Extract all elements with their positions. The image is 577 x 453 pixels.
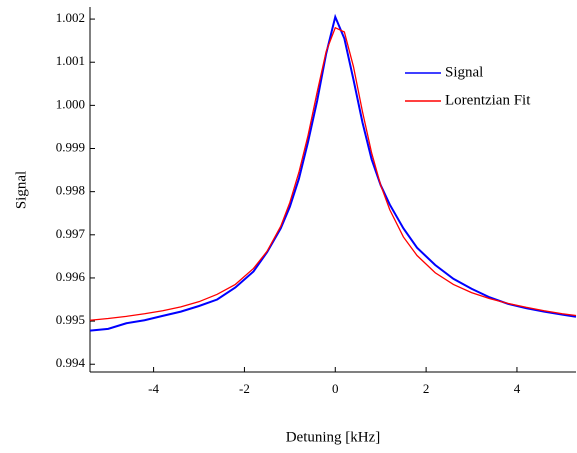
series-line <box>89 26 577 321</box>
x-tick-label: 4 <box>514 381 521 396</box>
y-tick-label: 0.996 <box>56 269 86 284</box>
y-tick-label: 1.000 <box>56 96 85 111</box>
y-tick-label: 0.999 <box>56 139 85 154</box>
legend-label: Signal <box>445 64 483 80</box>
legend-label: Lorentzian Fit <box>445 92 531 108</box>
y-tick-label: 0.998 <box>56 183 85 198</box>
x-axis-label: Detuning [kHz] <box>286 429 381 445</box>
y-axis-label: Signal <box>13 171 29 209</box>
x-tick-label: 0 <box>332 381 339 396</box>
x-tick-label: 2 <box>423 381 430 396</box>
y-tick-label: 1.001 <box>56 53 85 68</box>
x-tick-label: -4 <box>148 381 159 396</box>
x-tick-label: -2 <box>239 381 250 396</box>
y-tick-label: 0.994 <box>56 355 86 370</box>
y-tick-label: 0.995 <box>56 312 85 327</box>
series-line <box>89 13 577 332</box>
y-tick-label: 1.002 <box>56 10 85 25</box>
y-tick-label: 0.997 <box>56 226 86 241</box>
